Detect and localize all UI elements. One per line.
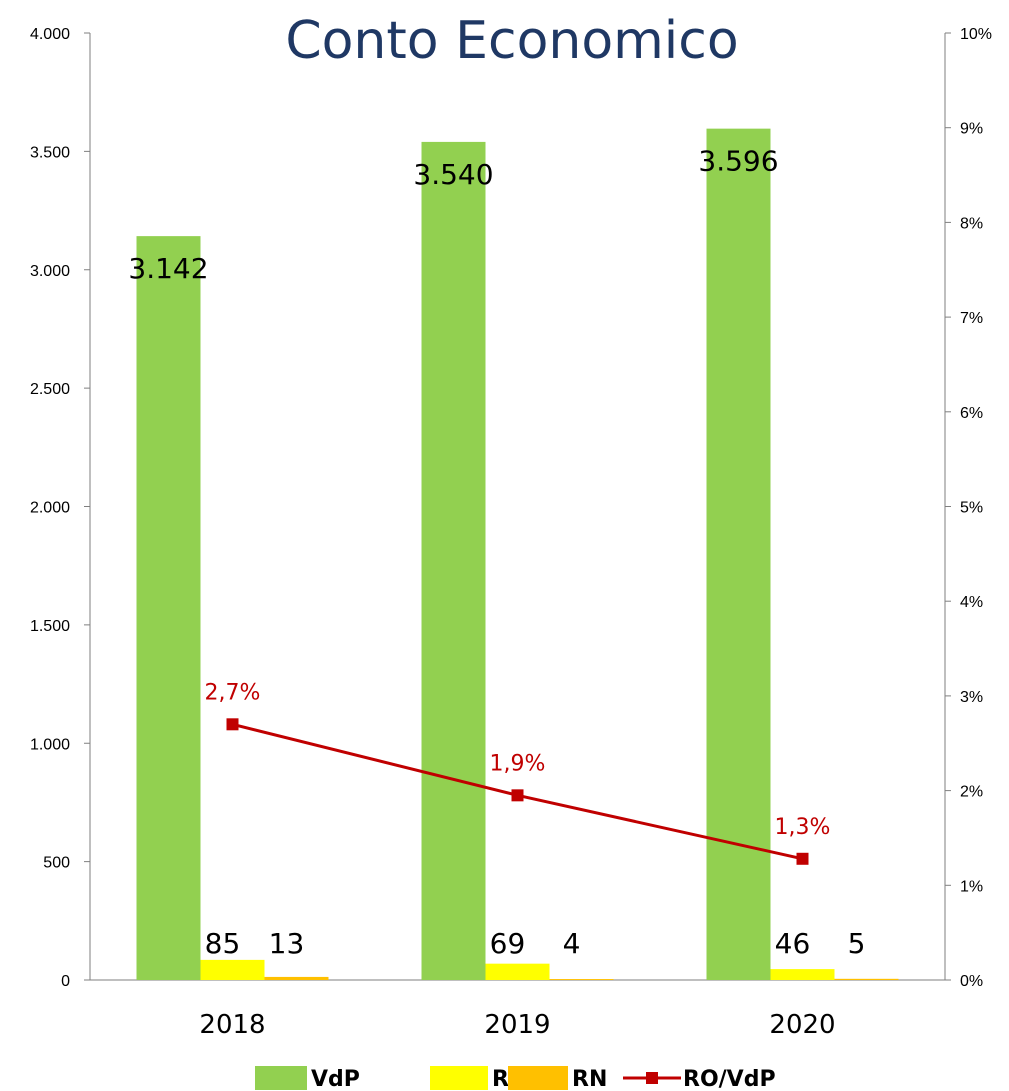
data-label-ro: 69 bbox=[490, 927, 526, 960]
data-label-ro: 85 bbox=[205, 927, 241, 960]
right-tick-label: 9% bbox=[960, 121, 983, 138]
legend-swatch-rn bbox=[508, 1066, 568, 1090]
right-tick-label: 0% bbox=[960, 973, 983, 990]
legend-label-ro-vdp: RO/VdP bbox=[683, 1067, 776, 1091]
right-tick-label: 1% bbox=[960, 878, 983, 895]
data-label-vdp: 3.540 bbox=[413, 158, 493, 191]
data-labels: 3.142 85 13 3.540 69 4 3.596 46 5 2,7% 1,9% 1,3% bbox=[128, 145, 865, 960]
marker-ro-vdp bbox=[796, 852, 809, 865]
data-label-vdp: 3.596 bbox=[698, 145, 778, 178]
data-label-rn: 13 bbox=[269, 927, 305, 960]
legend-label-rn: RN bbox=[572, 1067, 607, 1091]
data-label-vdp: 3.142 bbox=[128, 252, 208, 285]
axes: 0 500 1.000 1.500 2.000 2.500 3.000 3.500 4.000 0… bbox=[30, 26, 992, 1040]
legend-label-vdp: VdP bbox=[311, 1067, 360, 1091]
data-label-rn: 5 bbox=[848, 927, 866, 960]
right-tick-label: 7% bbox=[960, 310, 983, 327]
bar-ro bbox=[200, 959, 265, 980]
legend-swatch-vdp bbox=[255, 1066, 307, 1090]
right-tick-label: 3% bbox=[960, 689, 983, 706]
marker-ro-vdp bbox=[511, 789, 524, 802]
bar-vdp bbox=[136, 236, 201, 981]
x-tick-label: 2020 bbox=[769, 1010, 835, 1040]
bar-vdp bbox=[421, 141, 486, 980]
right-tick-label: 6% bbox=[960, 405, 983, 422]
right-tick-label: 10% bbox=[960, 26, 992, 43]
marker-ro-vdp bbox=[226, 718, 239, 731]
legend-swatch-ro bbox=[430, 1066, 488, 1090]
chart-title: Conto Economico bbox=[285, 11, 738, 71]
right-tick-label: 2% bbox=[960, 784, 983, 801]
data-label-ro-vdp: 2,7% bbox=[205, 680, 261, 705]
ratio-line bbox=[226, 718, 809, 865]
left-tick-label: 500 bbox=[43, 855, 70, 872]
legend-swatch-marker bbox=[646, 1072, 658, 1084]
right-tick-label: 5% bbox=[960, 500, 983, 517]
left-tick-label: 1.500 bbox=[30, 618, 70, 635]
x-tick-label: 2018 bbox=[199, 1010, 265, 1040]
bar-ro bbox=[485, 963, 550, 980]
x-tick-label: 2019 bbox=[484, 1010, 550, 1040]
bar-rn bbox=[834, 978, 899, 980]
left-tick-label: 4.000 bbox=[30, 26, 70, 43]
legend: VdPRORNRO/VdP bbox=[255, 1066, 776, 1091]
left-tick-label: 2.000 bbox=[30, 500, 70, 517]
left-tick-label: 3.000 bbox=[30, 263, 70, 280]
data-label-rn: 4 bbox=[563, 927, 581, 960]
left-tick-label: 3.500 bbox=[30, 144, 70, 161]
left-tick-label: 2.500 bbox=[30, 381, 70, 398]
data-label-ro-vdp: 1,3% bbox=[775, 815, 831, 840]
bars bbox=[136, 128, 899, 981]
bar-rn bbox=[549, 979, 614, 980]
right-tick-label: 8% bbox=[960, 215, 983, 232]
bar-rn bbox=[264, 976, 329, 980]
data-label-ro-vdp: 1,9% bbox=[490, 751, 546, 776]
bar-vdp bbox=[706, 128, 771, 981]
data-label-ro: 46 bbox=[775, 927, 811, 960]
bar-ro bbox=[770, 969, 835, 980]
left-tick-label: 0 bbox=[61, 973, 70, 990]
right-tick-label: 4% bbox=[960, 594, 983, 611]
left-tick-label: 1.000 bbox=[30, 736, 70, 753]
